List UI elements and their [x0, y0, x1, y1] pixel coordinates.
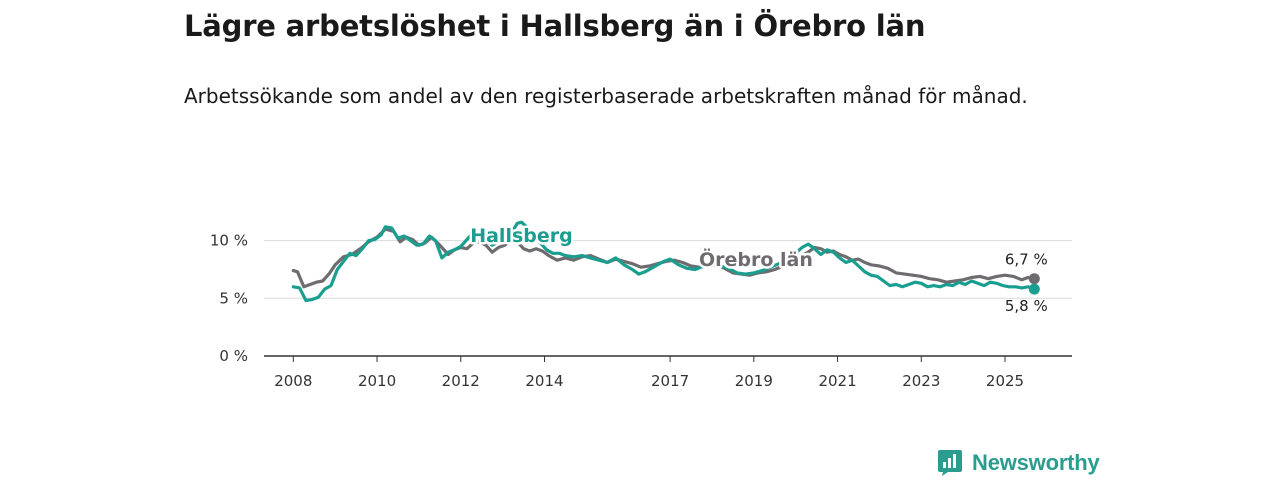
series-end-marker-orebro-lan [1028, 273, 1040, 285]
newsworthy-logo-icon [937, 449, 963, 477]
y-tick-label: 0 % [219, 347, 248, 365]
x-tick-label: 2021 [818, 372, 856, 390]
brand-name: Newsworthy [972, 450, 1100, 475]
line-chart: 0 % 5 % 10 % 2008 2010 2012 2014 2017 2019 2021 20… [210, 220, 1072, 390]
x-tick-label: 2014 [525, 372, 563, 390]
series-line-hallsberg [291, 220, 1036, 303]
series-label-hallsberg-halo: Hallsberg [470, 225, 573, 247]
end-value-label-hallsberg: 5,8 % [1005, 297, 1048, 315]
y-tick-label: 5 % [219, 289, 248, 307]
x-tick-label: 2025 [986, 372, 1024, 390]
x-tick-label: 2008 [274, 372, 312, 390]
y-tick-label: 10 % [210, 232, 248, 250]
x-tick-label: 2023 [902, 372, 940, 390]
x-tick-label: 2019 [735, 372, 773, 390]
x-tick-label: 2012 [442, 372, 480, 390]
x-tick-label: 2010 [358, 372, 396, 390]
newsworthy-logo[interactable]: Newsworthy [937, 446, 1100, 480]
chart-title: Lägre arbetslöshet i Hallsberg än i Öreb… [184, 9, 926, 43]
chart-subtitle: Arbetssökande som andel av den registerb… [184, 84, 1028, 108]
series-label-orebro-lan-halo: Örebro län [699, 247, 813, 271]
end-value-label-orebro-lan: 6,7 % [1005, 251, 1048, 269]
series-label-orebro-lan: Örebro län [699, 247, 813, 271]
series-label-hallsberg: Hallsberg [470, 225, 573, 247]
x-tick-label: 2017 [651, 372, 689, 390]
series-end-marker-hallsberg [1028, 283, 1040, 295]
